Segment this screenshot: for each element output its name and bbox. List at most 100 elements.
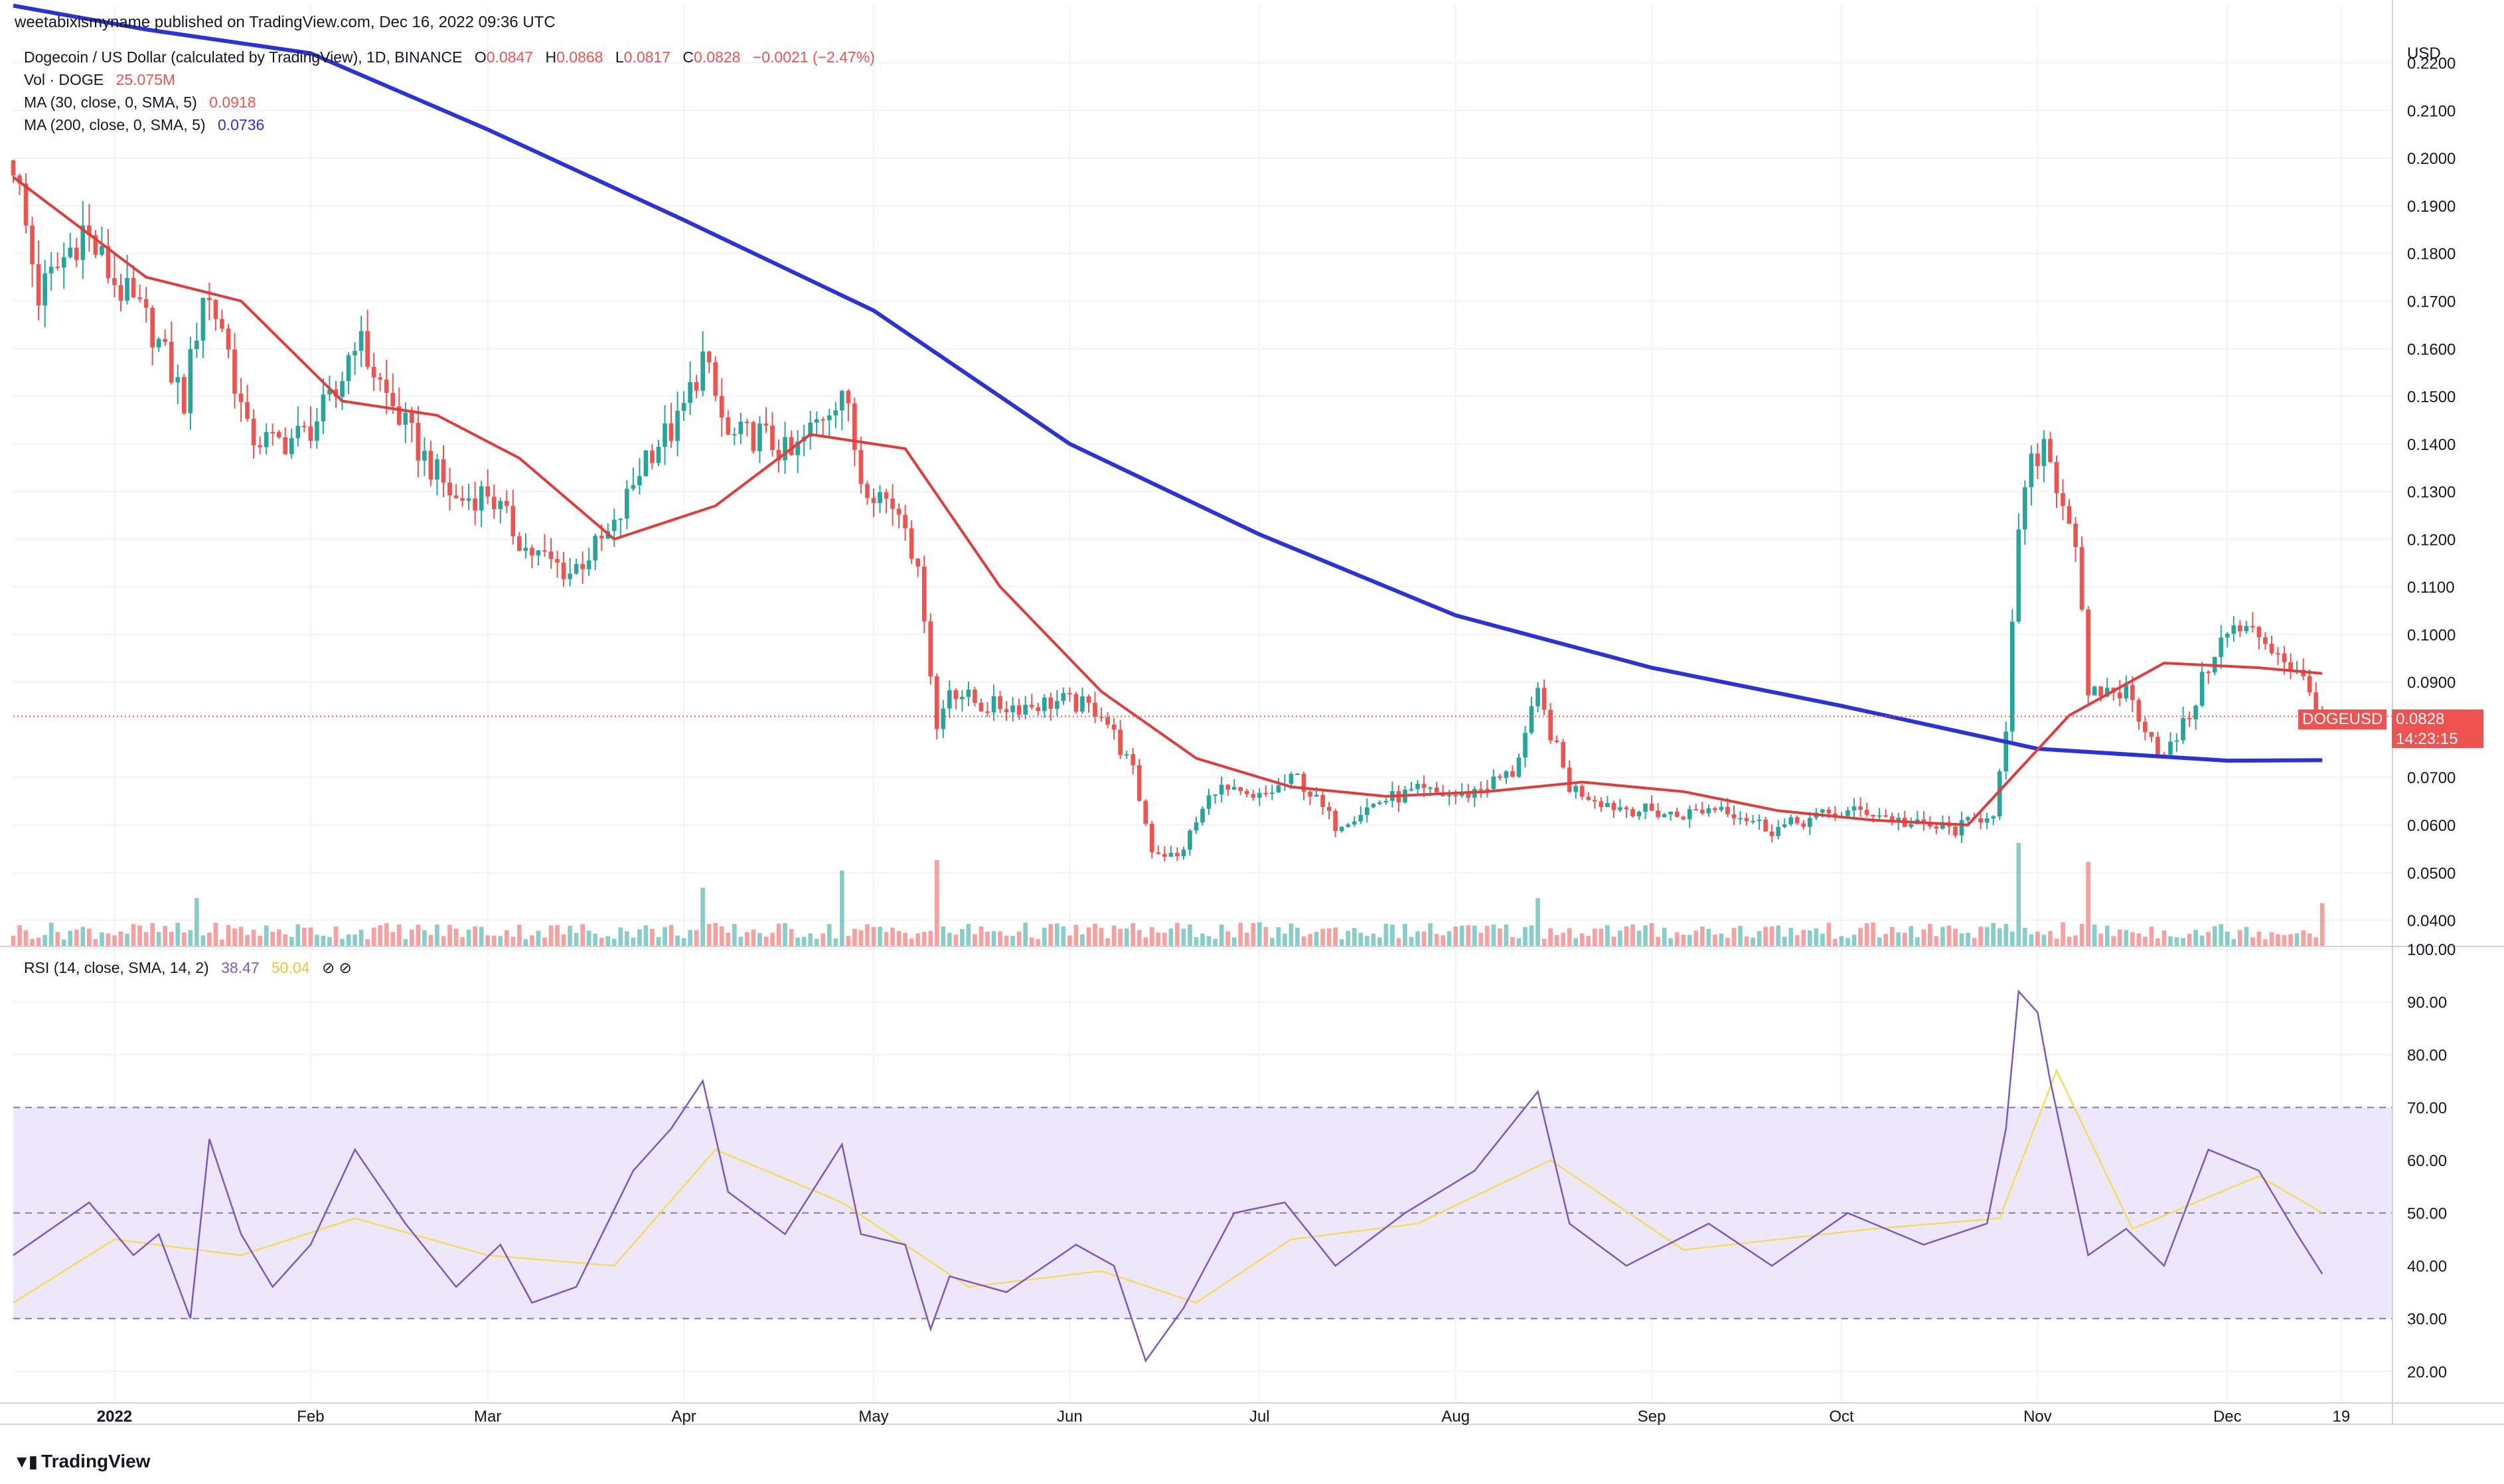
candle-body[interactable]: [561, 562, 566, 579]
candle-body[interactable]: [1668, 811, 1674, 815]
candle-body[interactable]: [1706, 808, 1711, 814]
candle-body[interactable]: [1731, 814, 1737, 818]
candle-body[interactable]: [422, 451, 427, 461]
candle-body[interactable]: [2143, 721, 2148, 732]
candle-body[interactable]: [1624, 807, 1629, 810]
candle-body[interactable]: [896, 508, 901, 515]
candle-body[interactable]: [2256, 627, 2262, 638]
candle-body[interactable]: [1364, 807, 1369, 816]
candle-body[interactable]: [1713, 808, 1717, 810]
candle-body[interactable]: [150, 307, 155, 348]
candle-body[interactable]: [42, 273, 47, 306]
candle-body[interactable]: [118, 285, 123, 301]
candle-body[interactable]: [1725, 806, 1730, 814]
candle-body[interactable]: [143, 299, 149, 308]
candle-body[interactable]: [2086, 609, 2090, 696]
candle-body[interactable]: [2231, 625, 2236, 634]
candle-body[interactable]: [1953, 826, 1958, 836]
rsi-axis[interactable]: 100.00 90.00 80.00 70.00 60.00 50.00 40.00 30.0…: [2407, 941, 2456, 1381]
candle-body[interactable]: [1200, 808, 1205, 823]
candle-body[interactable]: [2092, 686, 2097, 696]
candle-body[interactable]: [776, 449, 781, 461]
candle-body[interactable]: [2263, 637, 2268, 644]
candle-body[interactable]: [858, 450, 864, 484]
candle-body[interactable]: [125, 277, 129, 301]
candle-body[interactable]: [510, 506, 516, 537]
candle-body[interactable]: [2181, 717, 2185, 741]
candle-body[interactable]: [1016, 705, 1022, 715]
candle-body[interactable]: [2061, 492, 2065, 506]
candle-body[interactable]: [1744, 818, 1749, 822]
candle-body[interactable]: [1168, 853, 1174, 857]
candle-body[interactable]: [1105, 717, 1110, 725]
candle-body[interactable]: [2219, 637, 2224, 657]
candle-body[interactable]: [340, 381, 345, 398]
candle-body[interactable]: [289, 438, 294, 455]
candle-body[interactable]: [631, 485, 636, 489]
candle-body[interactable]: [2225, 633, 2230, 638]
candle-body[interactable]: [966, 689, 971, 697]
candle-body[interactable]: [1636, 812, 1642, 816]
candle-body[interactable]: [763, 423, 769, 426]
candle-body[interactable]: [1143, 800, 1148, 824]
candle-body[interactable]: [1801, 823, 1806, 827]
candle-body[interactable]: [1270, 792, 1275, 794]
symbol-legend[interactable]: Dogecoin / US Dollar (calculated by Trad…: [24, 48, 875, 66]
candle-body[interactable]: [668, 423, 674, 441]
candle-body[interactable]: [618, 518, 623, 520]
candle-body[interactable]: [625, 488, 629, 519]
candle-body[interactable]: [264, 431, 269, 447]
candle-body[interactable]: [2244, 626, 2249, 632]
candle-body[interactable]: [1149, 824, 1154, 853]
candle-body[interactable]: [2073, 523, 2078, 548]
candle-body[interactable]: [548, 552, 554, 559]
candle-body[interactable]: [498, 500, 503, 510]
candle-body[interactable]: [1959, 820, 1964, 836]
candle-body[interactable]: [2048, 439, 2053, 463]
candle-body[interactable]: [1909, 824, 1914, 828]
candle-body[interactable]: [826, 415, 832, 421]
candle-body[interactable]: [1093, 702, 1097, 717]
candle-body[interactable]: [1055, 701, 1059, 709]
rsi-legend[interactable]: RSI (14, close, SMA, 14, 2) 38.47 50.04 …: [24, 958, 352, 977]
candle-body[interactable]: [441, 459, 446, 483]
candle-body[interactable]: [1851, 806, 1857, 811]
candle-body[interactable]: [732, 434, 737, 436]
candle-body[interactable]: [1794, 817, 1800, 824]
candle-body[interactable]: [1928, 823, 1932, 827]
candle-body[interactable]: [220, 319, 224, 329]
candle-body[interactable]: [106, 246, 111, 279]
candle-body[interactable]: [865, 484, 870, 498]
candle-body[interactable]: [1491, 776, 1496, 789]
candle-body[interactable]: [1719, 806, 1724, 810]
candle-body[interactable]: [1339, 826, 1344, 832]
candle-body[interactable]: [1776, 827, 1781, 836]
candle-body[interactable]: [276, 432, 281, 437]
candle-body[interactable]: [751, 422, 756, 451]
candle-body[interactable]: [213, 300, 218, 319]
candle-body[interactable]: [2136, 700, 2142, 722]
candle-body[interactable]: [1681, 816, 1686, 820]
candle-body[interactable]: [55, 266, 60, 268]
candle-body[interactable]: [2098, 686, 2104, 697]
candle-body[interactable]: [523, 548, 528, 552]
candle-body[interactable]: [504, 500, 509, 506]
candle-body[interactable]: [643, 450, 649, 477]
candle-body[interactable]: [346, 355, 351, 382]
candle-body[interactable]: [1434, 787, 1439, 792]
candle-body[interactable]: [156, 338, 161, 348]
candle-body[interactable]: [2041, 439, 2047, 467]
candle-body[interactable]: [991, 696, 996, 713]
candle-body[interactable]: [1301, 773, 1306, 792]
candle-body[interactable]: [226, 329, 231, 350]
candle-body[interactable]: [1136, 765, 1142, 801]
candle-body[interactable]: [485, 486, 491, 497]
candle-body[interactable]: [706, 351, 712, 362]
candle-body[interactable]: [1358, 815, 1364, 822]
candle-body[interactable]: [1181, 850, 1186, 857]
candle-body[interactable]: [1244, 790, 1249, 794]
candle-body[interactable]: [1067, 693, 1072, 695]
candle-body[interactable]: [789, 437, 794, 455]
ma30-legend[interactable]: MA (30, close, 0, SMA, 5) 0.0918: [24, 93, 256, 111]
